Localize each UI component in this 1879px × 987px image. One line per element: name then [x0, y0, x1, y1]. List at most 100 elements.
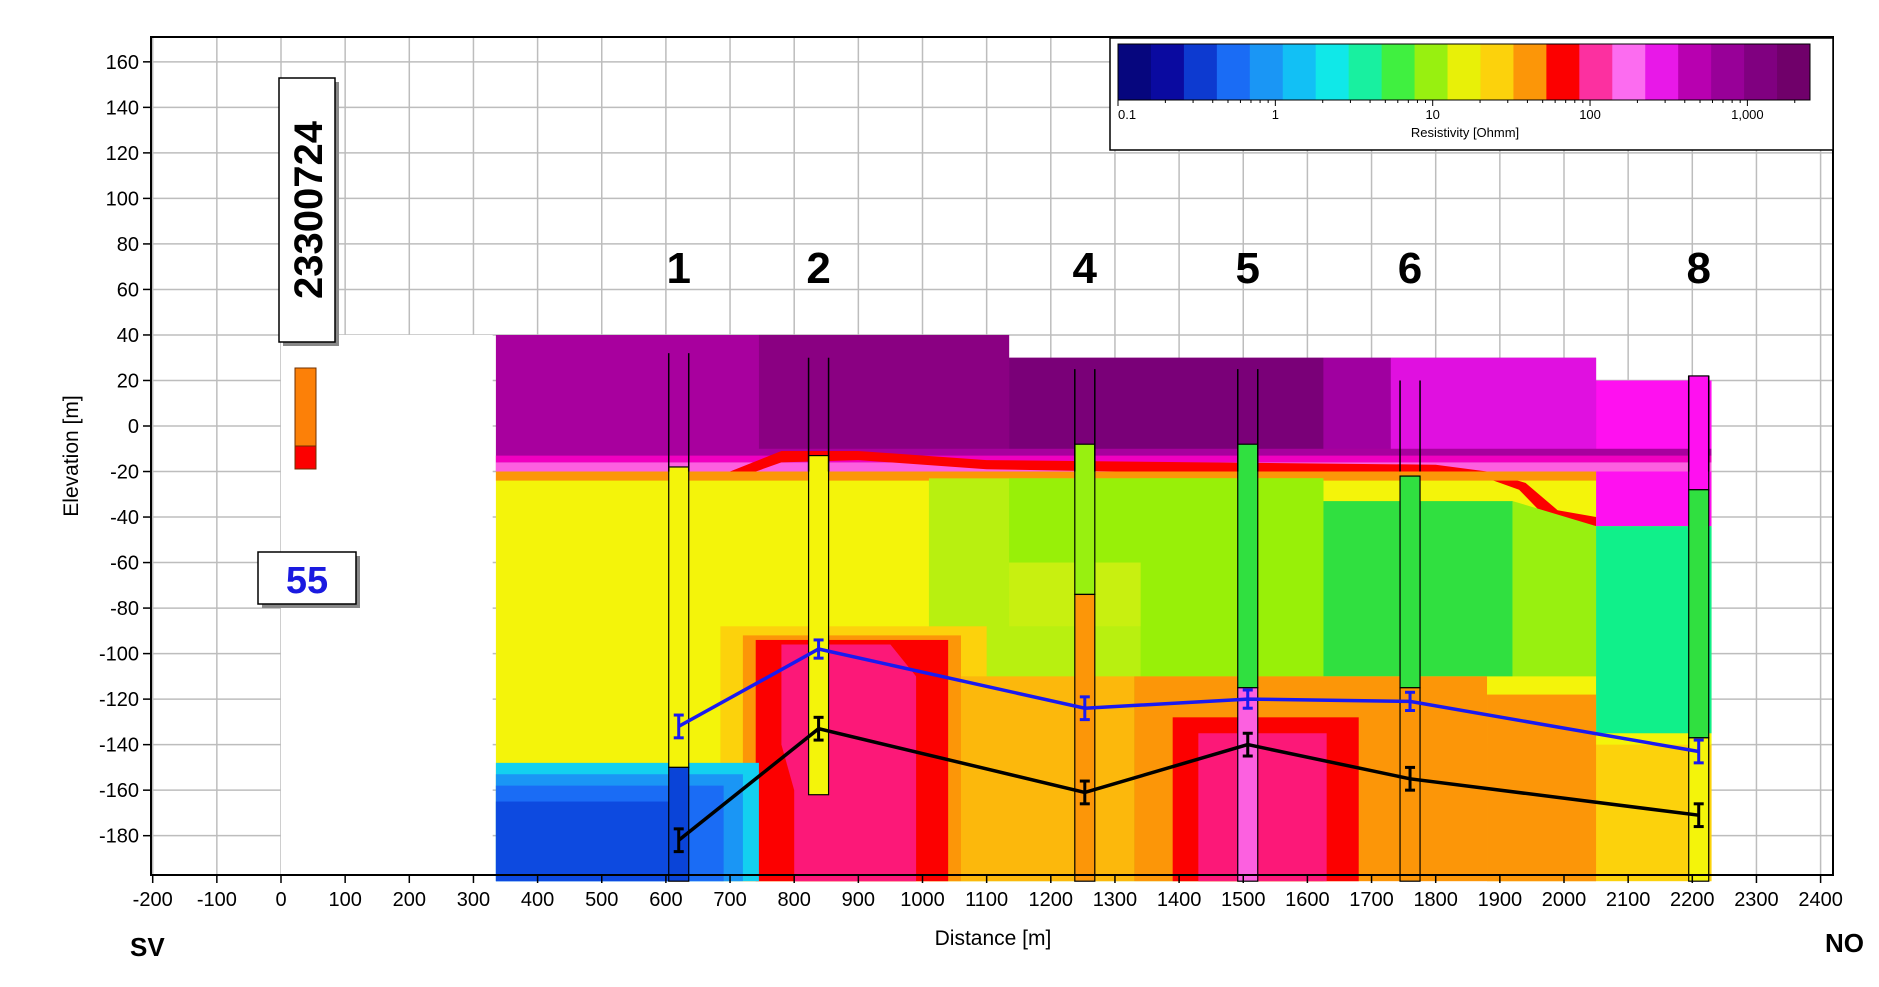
- x-tick-label: 1100: [965, 889, 1008, 911]
- well-log-segment: [1237, 443, 1259, 689]
- x-tick-label: 2000: [1542, 889, 1587, 911]
- x-tick-label: 200: [393, 889, 426, 911]
- well-2: 2: [806, 244, 831, 796]
- x-tick-label: 300: [457, 889, 490, 911]
- colorbar-swatch: [1513, 44, 1547, 100]
- colorbar-tick-label: 100: [1579, 107, 1601, 122]
- colorbar-swatch: [1579, 44, 1613, 100]
- station-value: 55: [286, 560, 328, 602]
- x-tick-label: 800: [778, 889, 811, 911]
- well-label: 6: [1398, 244, 1422, 293]
- x-axis-title: Distance [m]: [935, 927, 1052, 950]
- colorbar-swatch: [1150, 44, 1185, 100]
- colorbar-swatch: [1381, 44, 1416, 100]
- colorbar-swatch: [1348, 44, 1383, 100]
- y-tick-label: 120: [106, 143, 139, 165]
- model-zone: [1596, 471, 1712, 527]
- data-point: [813, 638, 824, 660]
- station-value-box: 55: [257, 551, 360, 608]
- colorbar-swatch: [1777, 44, 1811, 100]
- well-label: 8: [1686, 244, 1710, 293]
- x-tick-label: 100: [328, 889, 361, 911]
- x-tick-label: 400: [521, 889, 554, 911]
- colorbar-title: Resistivity [Ohmm]: [1411, 125, 1519, 140]
- well-6: 6: [1398, 244, 1422, 882]
- colorbar-swatch: [1645, 44, 1679, 100]
- y-tick-label: 140: [106, 97, 139, 119]
- model-zone: [495, 471, 1597, 481]
- y-tick-label: -180: [99, 826, 139, 848]
- model-zone: [1512, 501, 1597, 677]
- y-tick-label: -100: [99, 644, 139, 666]
- data-point: [1693, 802, 1704, 829]
- colorbar-ticks: 0.1 1 10 100 1,000: [1117, 100, 1796, 122]
- data-point: [673, 713, 684, 740]
- y-tick-label: 100: [106, 188, 139, 210]
- model-zone: [1390, 357, 1597, 449]
- x-tick-label: 1500: [1221, 889, 1266, 911]
- data-point: [1079, 779, 1090, 806]
- y-tick-label: -40: [110, 507, 139, 529]
- colorbar-tick-label: 1: [1272, 107, 1279, 122]
- colorbar-tick-label: 0.1: [1118, 107, 1136, 122]
- x-tick-label: 1400: [1157, 889, 1202, 911]
- x-tick-label: 1200: [1029, 889, 1074, 911]
- x-tick-label: -200: [133, 889, 173, 911]
- model-zone: [1323, 357, 1391, 449]
- x-tick-label: 2100: [1606, 889, 1651, 911]
- x-tick-label: 1800: [1413, 889, 1458, 911]
- y-tick-label: -140: [99, 735, 139, 757]
- y-tick-label: 80: [117, 234, 139, 256]
- station-label: 23300724: [287, 120, 331, 299]
- y-tick-label: 20: [117, 370, 139, 392]
- series-line: [677, 726, 1699, 842]
- well-log-segment: [807, 454, 830, 796]
- station-label-box: 23300724: [278, 77, 339, 346]
- model-zone: [1140, 478, 1324, 677]
- data-point: [1079, 695, 1090, 722]
- well-label: 4: [1073, 244, 1098, 293]
- colorbar-swatch: [1711, 44, 1745, 100]
- data-point: [1405, 765, 1416, 792]
- direction-right-label: NO: [1825, 928, 1864, 958]
- plot-frame: [150, 36, 1834, 876]
- well-log-segment: [1074, 593, 1096, 882]
- boreholes: 1 2 4 5 6 8: [666, 244, 1711, 882]
- x-tick-label: 900: [842, 889, 875, 911]
- axes: [150, 36, 1834, 876]
- data-point: [1693, 738, 1704, 765]
- well-8: 8: [1686, 244, 1711, 882]
- station-log-column: [294, 367, 317, 470]
- well-5: 5: [1235, 244, 1260, 882]
- colorbar-swatch: [1678, 44, 1712, 100]
- colorbar-tick-label: 1,000: [1731, 107, 1764, 122]
- x-tick-label: 1000: [900, 889, 945, 911]
- y-tick-label: 160: [106, 52, 139, 74]
- direction-left-label: SV: [130, 932, 165, 962]
- x-tick-label: 600: [649, 889, 682, 911]
- colorbar-swatch: [1447, 44, 1481, 100]
- data-point: [1242, 688, 1253, 710]
- well-log-segment: [668, 766, 690, 882]
- colorbar-swatch: [1183, 44, 1218, 100]
- series-line: [677, 647, 1699, 754]
- interface-lines: [673, 638, 1704, 854]
- x-tick-label: 1300: [1093, 889, 1138, 911]
- colorbar-swatches: [1117, 43, 1811, 101]
- model-zone: [781, 644, 917, 882]
- y-tick-label: 40: [117, 325, 139, 347]
- y-tick-label: -80: [110, 598, 139, 620]
- well-label: 5: [1235, 244, 1259, 293]
- colorbar-swatch: [1546, 44, 1580, 100]
- well-log-segment: [1688, 375, 1710, 491]
- y-tick-label: -20: [110, 462, 139, 484]
- well-log-segment: [1237, 687, 1259, 882]
- colorbar-swatch: [1216, 44, 1251, 100]
- colorbar-swatch: [1480, 44, 1514, 100]
- x-tick-label: 1700: [1349, 889, 1394, 911]
- colorbar-swatch: [1744, 44, 1778, 100]
- well-label: 2: [806, 244, 830, 293]
- data-point: [673, 827, 684, 854]
- colorbar-swatch: [1414, 44, 1449, 100]
